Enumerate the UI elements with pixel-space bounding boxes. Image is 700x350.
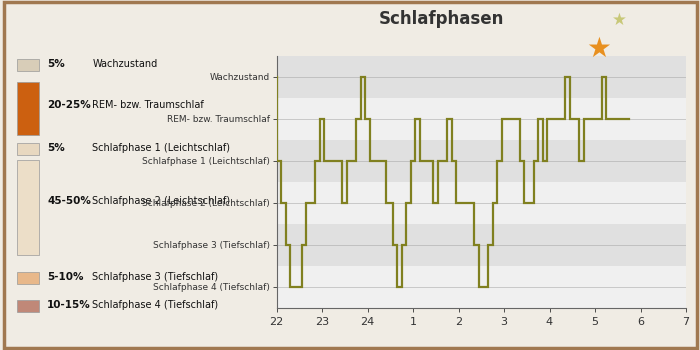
Bar <box>18 272 39 284</box>
Text: 5%: 5% <box>47 59 65 69</box>
Text: Wachzustand: Wachzustand <box>92 59 158 69</box>
Text: Schlafphase 1 (Leichtschlaf): Schlafphase 1 (Leichtschlaf) <box>92 143 230 153</box>
Text: REM- bzw. Traumschlaf: REM- bzw. Traumschlaf <box>92 100 204 110</box>
Text: ★: ★ <box>612 10 627 28</box>
Bar <box>276 56 686 98</box>
Bar <box>276 224 686 266</box>
Bar <box>18 82 39 135</box>
Bar <box>276 266 686 308</box>
Text: Schlafphase 3 (Tiefschlaf): Schlafphase 3 (Tiefschlaf) <box>92 272 218 282</box>
Bar <box>276 182 686 224</box>
Bar <box>18 300 39 312</box>
Text: 5%: 5% <box>47 143 65 153</box>
Bar <box>276 140 686 182</box>
Text: 10-15%: 10-15% <box>47 300 91 310</box>
Text: 45-50%: 45-50% <box>47 196 91 206</box>
Bar <box>18 143 39 155</box>
Bar <box>18 59 39 71</box>
Bar <box>276 98 686 140</box>
Text: 20-25%: 20-25% <box>47 100 91 110</box>
Text: Schlafphasen: Schlafphasen <box>378 10 504 28</box>
Text: Schlafphase 2 (Leichtschlaf): Schlafphase 2 (Leichtschlaf) <box>92 196 230 206</box>
Text: Schlafphase 4 (Tiefschlaf): Schlafphase 4 (Tiefschlaf) <box>92 300 218 310</box>
Text: ★: ★ <box>586 35 611 63</box>
Bar <box>18 160 39 255</box>
Text: 5-10%: 5-10% <box>47 272 83 282</box>
